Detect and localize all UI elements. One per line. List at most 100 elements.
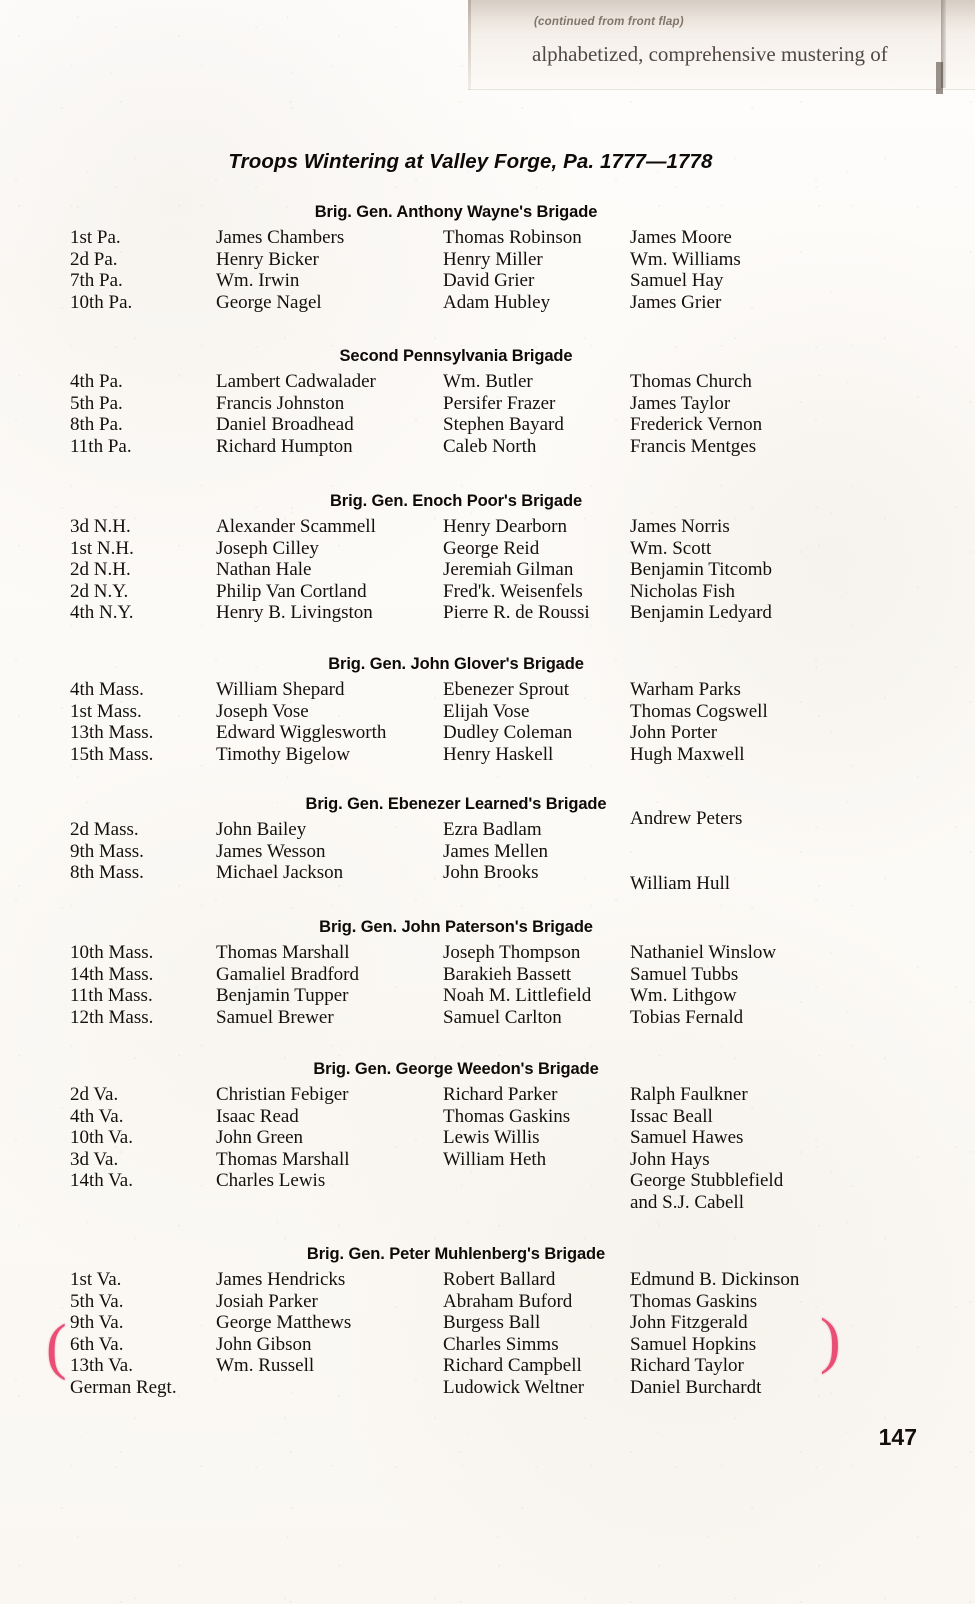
regiment-designation: 4th N.Y.	[70, 602, 134, 623]
officer-name-column-3: John Porter	[630, 722, 718, 743]
regiment-row: 10th Pa. George Nagel Adam Hubley James Gri…	[0, 292, 975, 314]
officer-name-column-1: James Wesson	[216, 840, 326, 862]
brigade-title: Brig. Gen. George Weedon's Brigade	[313, 1060, 599, 1078]
officer-name-column-1: George Nagel	[216, 291, 322, 313]
regiment-row: 15th Mass. Timothy Bigelow Henry Haskell Hu…	[0, 744, 975, 766]
regiment-row: 2d Pa. Henry Bicker Henry Miller Wm. Willia…	[0, 249, 975, 271]
officer-name-column-1: James Hendricks	[216, 1269, 346, 1290]
officer-name-column-1: Thomas Marshall	[216, 1148, 350, 1170]
regiment-designation: 1st Mass.	[70, 700, 142, 722]
officer-name-column-3: Wm. Scott	[630, 537, 712, 559]
officer-name-column-2: Samuel Carlton	[443, 1006, 562, 1028]
regiment-designation: 3d Va.	[70, 1148, 119, 1170]
regiment-designation: 14th Mass.	[70, 963, 154, 985]
regiment-designation: 2d Va.	[70, 1084, 119, 1105]
officer-name-column-2: Elijah Vose	[443, 700, 530, 722]
regiment-designation: 10th Va.	[70, 1127, 133, 1148]
officer-name-column-2: Adam Hubley	[443, 291, 551, 313]
officer-name-column-2: Henry Haskell	[443, 743, 554, 765]
regiment-row: and S.J. Cabell	[0, 1192, 975, 1214]
officer-name-column-1: Henry B. Livingston	[216, 602, 373, 623]
brigade-title: Brig. Gen. Ebenezer Learned's Brigade	[305, 795, 607, 813]
officer-name-column-1: Nathan Hale	[216, 559, 312, 580]
officer-name-column-2: Caleb North	[443, 435, 537, 457]
regiment-designation: 11th Mass.	[70, 985, 153, 1006]
officer-name-column-1: Edward Wigglesworth	[216, 722, 387, 743]
officer-name-column-2: Richard Parker	[443, 1084, 558, 1105]
brigade-block: Brig. Gen. Ebenezer Learned's Brigade 2d …	[0, 795, 975, 894]
regiment-designation: 1st Va.	[70, 1269, 122, 1290]
regiment-row: 2d N.Y. Philip Van Cortland Fred'k. Weisen…	[0, 581, 975, 603]
officer-name-column-3: and S.J. Cabell	[630, 1191, 744, 1213]
flap-body-text: alphabetized, comprehensive mustering of	[532, 42, 888, 66]
regiment-designation: 11th Pa.	[70, 435, 132, 457]
red-pen-mark-left: (	[46, 1313, 67, 1381]
officer-name-column-1: Charles Lewis	[216, 1170, 326, 1191]
regiment-designation: 14th Va.	[70, 1170, 133, 1191]
officer-name-column-2: Fred'k. Weisenfels	[443, 580, 583, 602]
officer-name-column-1: Richard Humpton	[216, 435, 353, 457]
brigade-block: Brig. Gen. Anthony Wayne's Brigade 1st Pa…	[0, 203, 975, 313]
regiment-row: 6th Va. John Gibson Charles Simms Samuel Ho…	[0, 1334, 975, 1356]
officer-name-column-1: John Green	[216, 1127, 304, 1148]
officer-name-column-2: Lewis Willis	[443, 1127, 540, 1148]
officer-name-column-2: Burgess Ball	[443, 1312, 541, 1333]
officer-name-column-3: Warham Parks	[630, 679, 741, 700]
officer-name-column-3: James Grier	[630, 291, 722, 313]
officer-name-column-2: Charles Simms	[443, 1333, 559, 1355]
regiment-row: 8th Pa. Daniel Broadhead Stephen Bayard Fre…	[0, 414, 975, 436]
officer-name-column-3: Samuel Hopkins	[630, 1333, 757, 1355]
page-title: Troops Wintering at Valley Forge, Pa. 17…	[228, 150, 713, 173]
officer-name-column-3: William Hull	[630, 873, 731, 894]
flap-left-edge	[468, 0, 471, 90]
officer-name-column-3: Benjamin Ledyard	[630, 602, 772, 623]
officer-name-column-3: Thomas Gaskins	[630, 1290, 758, 1312]
officer-name-column-1: Philip Van Cortland	[216, 580, 367, 602]
regiment-designation: 13th Mass.	[70, 722, 154, 743]
officer-name-column-3: Edmund B. Dickinson	[630, 1269, 800, 1290]
regiment-row: 4th Va. Isaac Read Thomas Gaskins Issac Bea…	[0, 1106, 975, 1128]
officer-name-column-1: Christian Febiger	[216, 1084, 349, 1105]
officer-name-column-3: Samuel Hawes	[630, 1127, 744, 1148]
brigade-block: Brig. Gen. John Glover's Brigade 4th Mass…	[0, 655, 975, 765]
regiment-row: 3d N.H. Alexander Scammell Henry Dearborn J…	[0, 516, 975, 538]
regiment-designation: 12th Mass.	[70, 1006, 154, 1028]
officer-name-column-2: Noah M. Littlefield	[443, 985, 592, 1006]
regiment-designation: 10th Mass.	[70, 942, 154, 963]
regiment-row: 9th Va. George Matthews Burgess Ball John F…	[0, 1312, 975, 1334]
officer-name-column-3: Nicholas Fish	[630, 580, 736, 602]
officer-name-column-3: Thomas Cogswell	[630, 700, 768, 722]
brigade-block: Brig. Gen. John Paterson's Brigade 10th M…	[0, 918, 975, 1028]
flap-continuation-note: (continued from front flap)	[534, 16, 684, 28]
regiment-designation: 4th Pa.	[70, 371, 123, 392]
officer-name-column-1: William Shepard	[216, 679, 345, 700]
officer-name-column-2: Henry Miller	[443, 248, 543, 270]
officer-name-column-3: Hugh Maxwell	[630, 743, 745, 765]
officer-name-column-1: Thomas Marshall	[216, 942, 350, 963]
officer-name-column-2: Ezra Badlam	[443, 819, 542, 840]
officer-name-column-3: James Taylor	[630, 392, 731, 414]
regiment-row: 7th Pa. Wm. Irwin David Grier Samuel Hay	[0, 270, 975, 292]
officer-name-column-3: Wm. Lithgow	[630, 985, 737, 1006]
regiment-designation: 8th Pa.	[70, 414, 123, 435]
officer-name-column-2: Ludowick Weltner	[443, 1376, 585, 1398]
officer-name-column-1: Timothy Bigelow	[216, 743, 350, 765]
regiment-row: 11th Pa. Richard Humpton Caleb North Franci…	[0, 436, 975, 458]
officer-name-column-2: Richard Campbell	[443, 1355, 582, 1376]
brigade-title: Brig. Gen. Enoch Poor's Brigade	[329, 492, 583, 510]
brigade-title: Brig. Gen. Anthony Wayne's Brigade	[314, 203, 598, 221]
regiment-row: 13th Va. Wm. Russell Richard Campbell Richa…	[0, 1355, 975, 1377]
officer-name-column-1: John Bailey	[216, 819, 307, 840]
regiment-row: 9th Mass. James Wesson James Mellen	[0, 841, 975, 863]
officer-name-column-2: Jeremiah Gilman	[443, 559, 574, 580]
officer-name-column-2: Abraham Buford	[443, 1290, 573, 1312]
regiment-row: 4th Pa. Lambert Cadwalader Wm. Butler Thoma…	[0, 371, 975, 393]
officer-name-column-1: Alexander Scammell	[216, 516, 376, 537]
officer-name-column-2: Henry Dearborn	[443, 516, 567, 537]
officer-name-column-3: John Fitzgerald	[630, 1312, 748, 1333]
regiment-row: 12th Mass. Samuel Brewer Samuel Carlton Tob…	[0, 1007, 975, 1029]
regiment-designation: 9th Va.	[70, 1312, 124, 1333]
officer-name-column-1: Wm. Russell	[216, 1355, 315, 1376]
officer-name-column-1: Joseph Vose	[216, 700, 309, 722]
regiment-designation: 4th Va.	[70, 1105, 124, 1127]
